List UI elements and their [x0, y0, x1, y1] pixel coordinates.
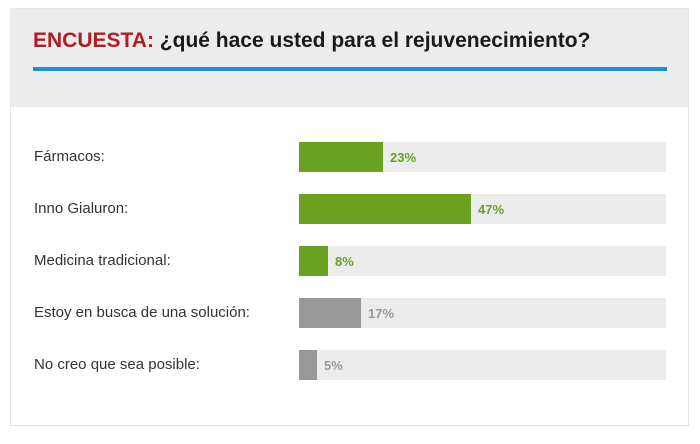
poll-option-en-busca: Estoy en busca de una solución: 17% [11, 298, 688, 328]
option-label: Estoy en busca de una solución: [34, 304, 250, 321]
poll-option-inno-gialuron: Inno Gialuron: 47% [11, 194, 688, 224]
result-bar-fill [299, 298, 361, 328]
poll-option-no-posible: No creo que sea posible: 5% [11, 350, 688, 380]
poll-title: ENCUESTA: ¿qué hace usted para el rejuve… [33, 29, 590, 53]
result-bar-fill [299, 246, 328, 276]
option-label: Fármacos: [34, 148, 105, 165]
option-label: No creo que sea posible: [34, 356, 200, 373]
result-bar-track: 17% [299, 298, 666, 328]
result-percent: 17% [368, 306, 395, 321]
poll-header: ENCUESTA: ¿qué hace usted para el rejuve… [11, 9, 688, 107]
result-bar-track: 23% [299, 142, 666, 172]
result-percent: 47% [478, 202, 505, 217]
option-label: Inno Gialuron: [34, 200, 129, 217]
title-underline [33, 67, 667, 71]
result-bar-track: 5% [299, 350, 666, 380]
poll-option-farmacos: Fármacos: 23% [11, 142, 688, 172]
result-bar-fill [299, 350, 317, 380]
poll-title-question: ¿qué hace usted para el rejuvenecimiento… [159, 29, 591, 52]
result-bar-track: 8% [299, 246, 666, 276]
result-percent: 23% [390, 150, 417, 165]
result-bar-fill [299, 194, 471, 224]
result-percent: 8% [335, 254, 354, 269]
poll-option-medicina-tradicional: Medicina tradicional: 8% [11, 246, 688, 276]
result-bar-track: 47% [299, 194, 666, 224]
poll-title-keyword: ENCUESTA: [33, 29, 154, 52]
result-bar-fill [299, 142, 383, 172]
poll-card: ENCUESTA: ¿qué hace usted para el rejuve… [10, 8, 689, 426]
result-percent: 5% [324, 358, 343, 373]
option-label: Medicina tradicional: [34, 252, 171, 269]
